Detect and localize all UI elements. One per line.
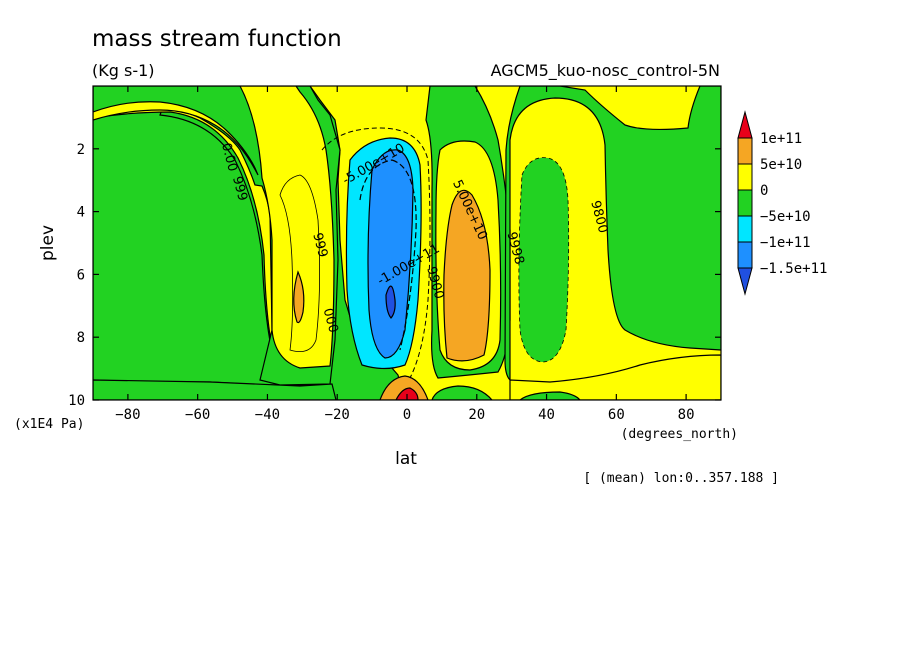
region-surface-north-green-2 <box>519 391 581 400</box>
contour-solid-south-ferrel <box>279 174 320 353</box>
x-tick-label: 20 <box>468 407 485 423</box>
plot-area <box>92 85 722 401</box>
contour-label: 0.00 <box>218 141 240 173</box>
contour-label: 999 <box>229 175 250 203</box>
contour-dashed-south <box>321 127 431 379</box>
x-tick-label: 40 <box>538 407 555 423</box>
x-axis-label: lat <box>395 449 417 469</box>
colorbar-label: 1e+11 <box>760 131 802 147</box>
chart-units: (Kg s-1) <box>92 61 155 80</box>
x-axis: −80 −60 −40 −20 0 20 40 60 80 <box>115 86 695 423</box>
colorbar-swatch <box>737 137 753 165</box>
chart-title: mass stream function <box>92 26 342 52</box>
x-tick-label: −20 <box>325 407 350 423</box>
x-tick-label: 0 <box>403 407 411 423</box>
colorbar-bottom-arrow <box>737 267 753 296</box>
colorbar-label: 0 <box>760 183 768 199</box>
y-tick-label: 10 <box>68 393 85 409</box>
region-hadley-north-positive <box>443 189 491 362</box>
colorbar-top-arrow <box>737 110 753 139</box>
x-tick-label: −80 <box>115 407 140 423</box>
colorbar-label: −5e+10 <box>760 209 811 225</box>
y-tick-label: 4 <box>77 205 85 221</box>
y-axis-units: (x1E4 Pa) <box>14 417 84 432</box>
y-axis-label: plev <box>38 225 58 261</box>
colorbar-swatch <box>737 163 753 191</box>
x-tick-label: −40 <box>255 407 280 423</box>
region-ferrel-south-positive <box>293 270 305 324</box>
x-tick-label: 80 <box>678 407 695 423</box>
y-axis: 2 4 6 8 10 <box>68 142 721 409</box>
colorbar-label: −1e+11 <box>760 235 811 251</box>
y-tick-label: 6 <box>77 267 85 283</box>
y-tick-label: 2 <box>77 142 85 158</box>
colorbar: 1e+11 5e+10 0 −5e+10 −1e+11 −1.5e+11 <box>737 110 827 296</box>
region-polar-north-inner <box>518 157 570 363</box>
colorbar-label: 5e+10 <box>760 157 802 173</box>
region-mid-yellow <box>239 86 335 369</box>
contour-label: 000 <box>320 307 341 335</box>
colorbar-label: −1.5e+11 <box>760 261 827 277</box>
x-axis-units: (degrees_north) <box>621 427 738 442</box>
footnote: [ (mean) lon:0..357.188 ] <box>583 471 779 486</box>
region-surface-south-green <box>93 379 337 400</box>
y-tick-label: 8 <box>77 330 85 346</box>
region-south-ferrel-yellow <box>93 86 259 176</box>
colorbar-swatch <box>737 241 753 269</box>
region-hadley-south-min <box>385 285 396 319</box>
contour-label: 999 <box>309 231 330 259</box>
experiment-label: AGCM5_kuo-nosc_control-5N <box>491 61 720 81</box>
region-hadley-south-inner <box>367 149 414 359</box>
colorbar-swatch <box>737 189 753 217</box>
region-polar-north-yellow-lower <box>509 354 721 400</box>
region-polar-north-negative <box>504 86 721 382</box>
contour-dashed-inner <box>359 159 417 351</box>
colorbar-swatch <box>737 215 753 243</box>
x-tick-label: −60 <box>185 407 210 423</box>
x-tick-label: 60 <box>608 407 625 423</box>
